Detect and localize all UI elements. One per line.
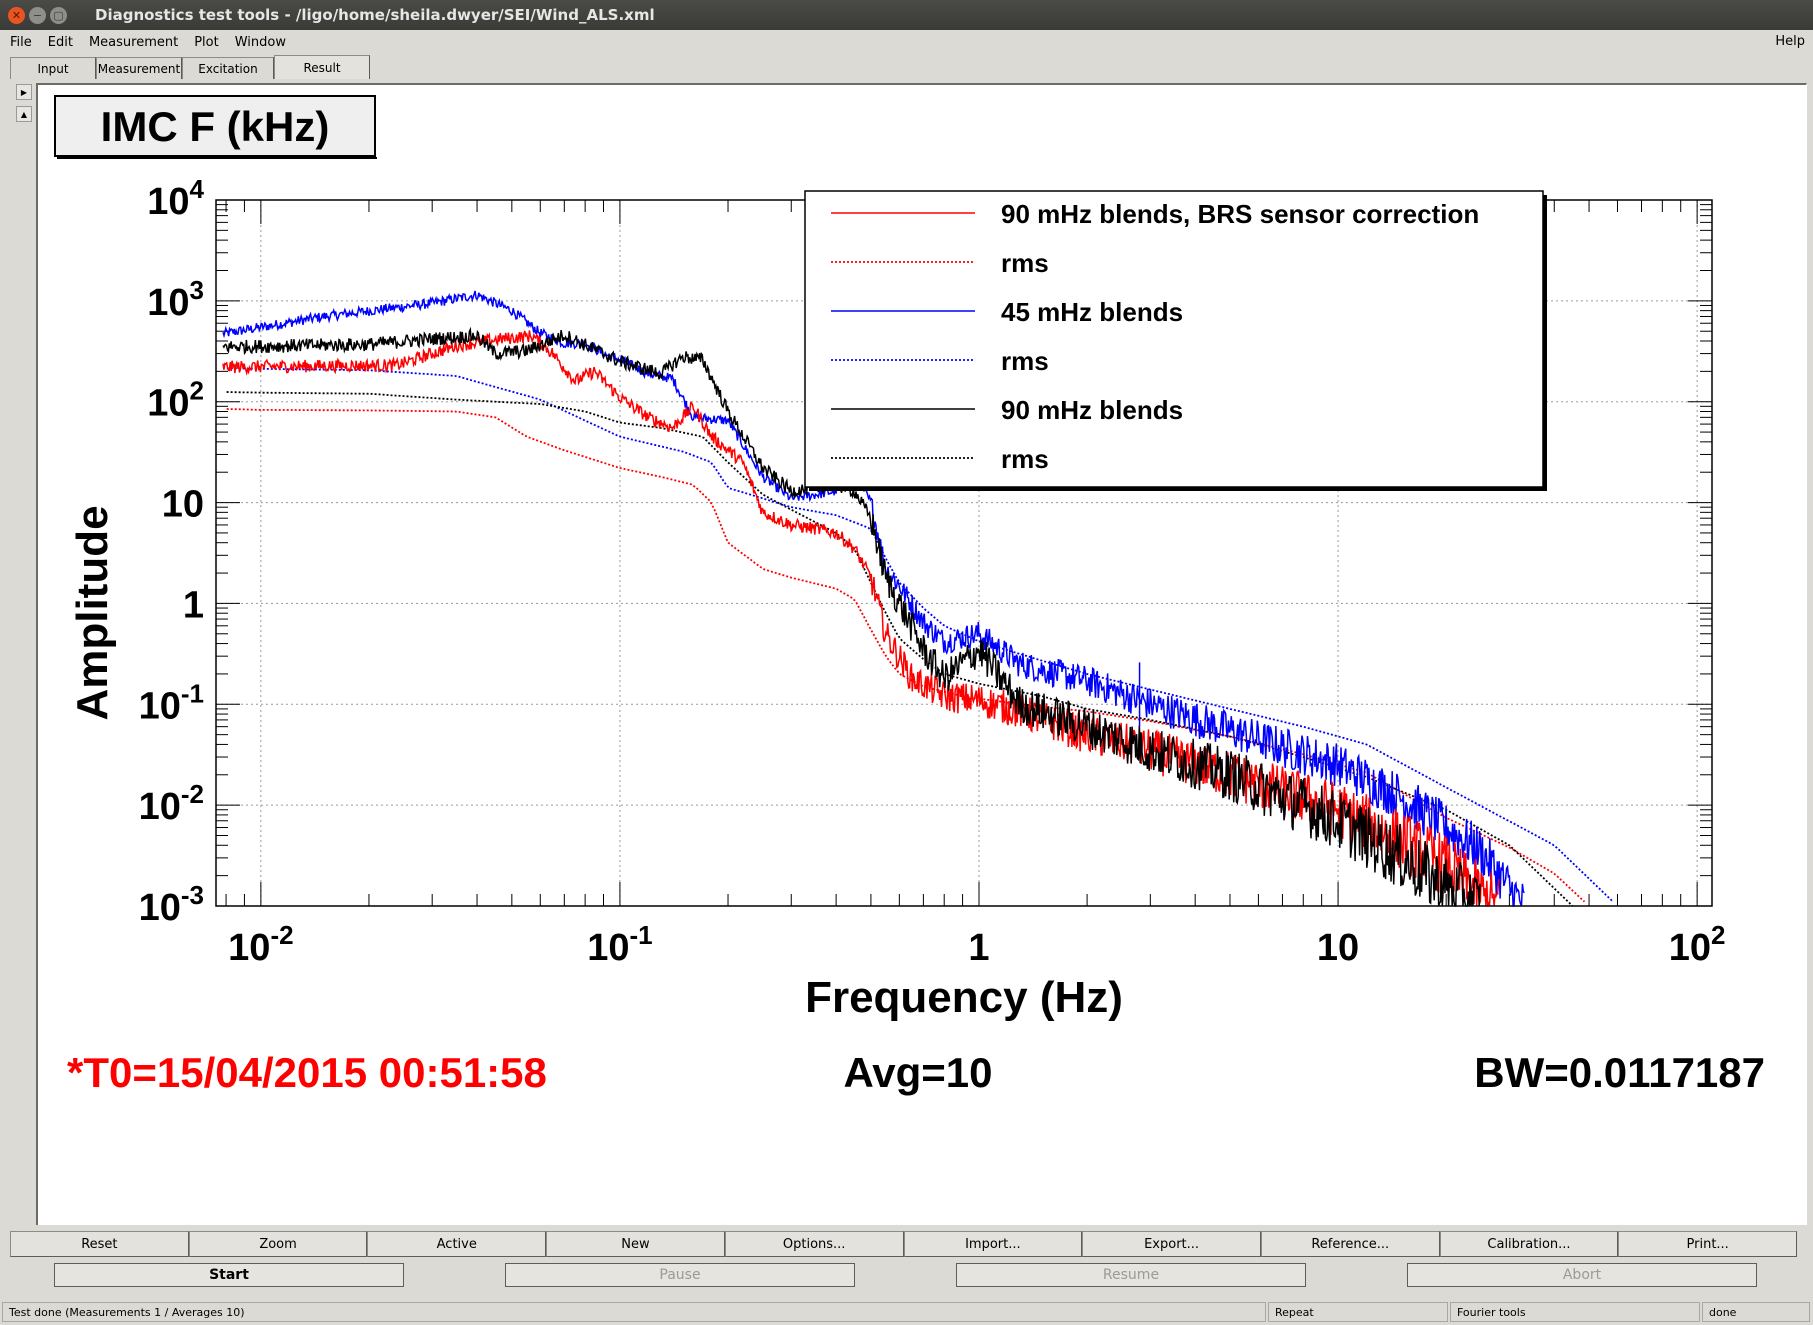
active-button[interactable]: Active	[367, 1231, 547, 1257]
tab-measurement[interactable]: Measurement	[96, 57, 182, 79]
x-tick-label: 10-2	[228, 920, 293, 969]
tab-input[interactable]: Input	[10, 57, 96, 79]
pause-button[interactable]: Pause	[505, 1263, 855, 1287]
tab-excitation[interactable]: Excitation	[182, 57, 274, 79]
calibration-button[interactable]: Calibration...	[1439, 1231, 1619, 1257]
title-box	[54, 95, 376, 157]
series-line	[226, 367, 1614, 903]
status-tool: Fourier tools	[1450, 1302, 1700, 1322]
status-message: Test done (Measurements 1 / Averages 10)	[2, 1302, 1266, 1322]
menu-plot[interactable]: Plot	[194, 34, 219, 50]
resume-button[interactable]: Resume	[956, 1263, 1306, 1287]
x-tick-label: 10	[1317, 927, 1359, 969]
menu-help[interactable]: Help	[1775, 34, 1805, 49]
tab-result[interactable]: Result	[274, 55, 370, 79]
y-tick-label: 103	[147, 275, 204, 324]
tab-bar: Input Measurement Excitation Result	[10, 55, 370, 79]
y-tick-label: 104	[147, 174, 204, 223]
export-button[interactable]: Export...	[1082, 1231, 1261, 1257]
collapse-up-icon[interactable]: ▲	[16, 106, 32, 122]
start-button[interactable]: Start	[54, 1263, 404, 1287]
y-tick-label: 10-3	[139, 880, 204, 929]
legend-label: rms	[1001, 444, 1049, 474]
series-line	[226, 391, 1574, 907]
legend-label: rms	[1001, 248, 1049, 278]
x-tick-label: 10-1	[587, 920, 652, 969]
chart-title: IMC F (kHz)	[101, 103, 330, 150]
import-button[interactable]: Import...	[903, 1231, 1083, 1257]
x-tick-label: 102	[1669, 920, 1726, 969]
reference-button[interactable]: Reference...	[1260, 1231, 1440, 1257]
y-tick-label: 10-1	[139, 678, 204, 727]
menu-edit[interactable]: Edit	[47, 34, 73, 50]
menu-measurement[interactable]: Measurement	[88, 34, 179, 50]
amplitude-spectrum-chart: IMC F (kHz) 10-2 10-1 1 10 102 1041031021011…	[54, 95, 1765, 1096]
series-lines	[222, 290, 1614, 907]
status-mode: Repeat	[1268, 1302, 1448, 1322]
plot-buttons: Reset Zoom Active New Options... Import.…	[10, 1231, 1798, 1257]
run-controls: Start Pause Resume Abort	[0, 1263, 1813, 1287]
zoom-button[interactable]: Zoom	[188, 1231, 368, 1257]
expand-right-icon[interactable]: ▶	[16, 84, 32, 100]
y-tick-label: 10	[162, 484, 204, 526]
y-axis-label: Amplitude	[68, 505, 117, 720]
window-controls: ✕ − ▢	[8, 6, 67, 24]
status-bar: Test done (Measurements 1 / Averages 10)…	[0, 1301, 1813, 1323]
x-tick-label: 1	[968, 927, 989, 969]
menu-window[interactable]: Window	[234, 34, 286, 50]
title-bar: ✕ − ▢ Diagnostics test tools - /ligo/hom…	[0, 0, 1813, 30]
series-line	[222, 330, 1500, 907]
plot-pad: IMC F (kHz) 10-2 10-1 1 10 102 104 103 102 10 1 1…	[36, 83, 1807, 1225]
average-count: Avg=10	[843, 1049, 992, 1096]
y-tick-label: 102	[147, 376, 204, 425]
legend: 90 mHz blends, BRS sensor correction rms 4…	[804, 190, 1547, 491]
legend-label: 90 mHz blends, BRS sensor correction	[1001, 199, 1479, 229]
maximize-icon[interactable]: ▢	[50, 6, 67, 24]
menu-bar: File Edit Measurement Plot Window Help	[0, 30, 1813, 54]
bandwidth: BW=0.0117187	[1474, 1049, 1765, 1096]
legend-label: 45 mHz blends	[1001, 297, 1183, 327]
print-button[interactable]: Print...	[1618, 1231, 1798, 1257]
menu-file[interactable]: File	[10, 34, 32, 50]
status-state: done	[1702, 1302, 1810, 1322]
y-tick-label: 10-2	[139, 779, 204, 828]
window-title: Diagnostics test tools - /ligo/home/shei…	[95, 6, 655, 24]
legend-label: rms	[1001, 346, 1049, 376]
minor-ticks	[216, 199, 1712, 907]
y-tick-label: 1	[183, 584, 204, 626]
options-button[interactable]: Options...	[724, 1231, 904, 1257]
t0-timestamp: *T0=15/04/2015 00:51:58	[67, 1049, 547, 1096]
new-button[interactable]: New	[546, 1231, 725, 1257]
x-axis-label: Frequency (Hz)	[805, 973, 1123, 1022]
legend-label: 90 mHz blends	[1001, 395, 1183, 425]
reset-button[interactable]: Reset	[10, 1231, 189, 1257]
close-icon[interactable]: ✕	[8, 6, 25, 24]
x-tick-labels: 10-2 10-1 1 10 102	[228, 920, 1725, 969]
minimize-icon[interactable]: −	[29, 6, 46, 24]
abort-button[interactable]: Abort	[1407, 1263, 1757, 1287]
series-line	[222, 326, 1481, 907]
legend-box	[804, 190, 1544, 488]
